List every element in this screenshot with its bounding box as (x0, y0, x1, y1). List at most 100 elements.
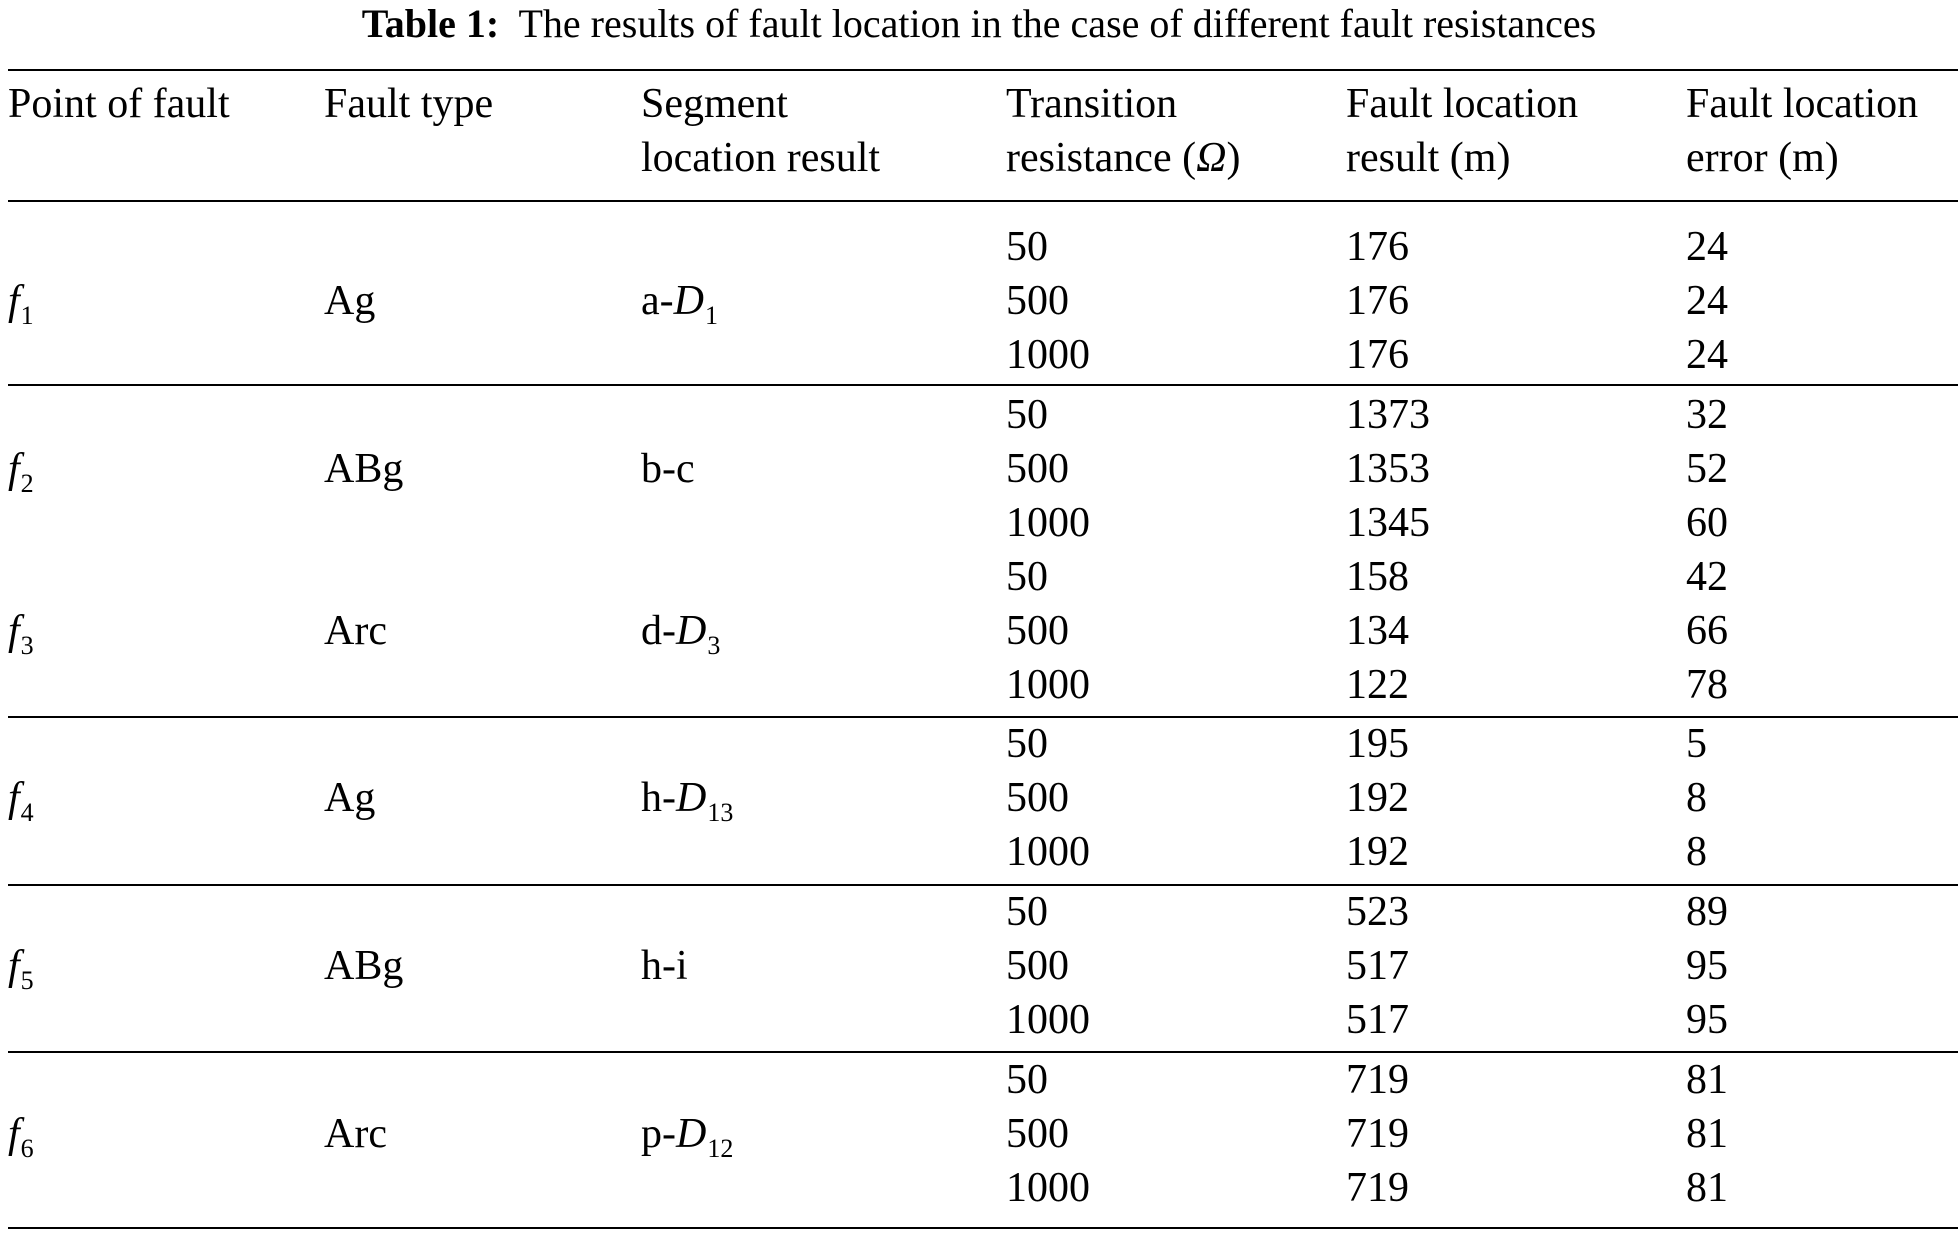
segment-location-cell: b-c (641, 442, 695, 496)
header-segment-line1: Segment (641, 81, 788, 127)
fault-location-error-cell: 24 (1686, 224, 1728, 270)
fault-point-subscript: 1 (20, 301, 34, 331)
fault-location-result-cell: 719 (1346, 1165, 1409, 1212)
fault-location-error-cell: 78 (1686, 662, 1728, 709)
group-separator-rule (8, 884, 1958, 886)
header-resistance-line2: resistance (Ω) (1006, 131, 1240, 185)
transition-resistance-cell: 500 (1006, 446, 1069, 493)
fault-type-cell: ABg (324, 446, 404, 493)
fault-location-error-cell: 24 (1686, 278, 1728, 325)
header-error-line2: error (m) (1686, 135, 1839, 181)
fault-point-cell: f3 (8, 604, 34, 663)
fault-location-result-cell: 192 (1346, 829, 1409, 876)
fault-point-subscript: 5 (20, 966, 34, 996)
table-header-rule (8, 200, 1958, 202)
table-caption-label: Table 1: (361, 1, 500, 46)
fault-location-error-cell: 60 (1686, 500, 1728, 547)
fault-type-cell: Arc (324, 608, 387, 655)
header-type-line1: Fault type (324, 81, 494, 127)
fault-point-symbol: f (8, 278, 20, 325)
segment-location-cell: h-i (641, 939, 688, 993)
header-error-line1: Fault location (1686, 81, 1919, 127)
fault-location-error-cell: 8 (1686, 829, 1707, 876)
fault-point-cell: f4 (8, 771, 34, 830)
fault-point-cell: f1 (8, 274, 34, 333)
header-result-line1: Fault location (1346, 81, 1579, 127)
table-bottom-rule (8, 1227, 1958, 1229)
fault-location-result-cell: 719 (1346, 1057, 1409, 1103)
header-transition-resistance: Transition resistance (Ω) (1006, 77, 1240, 185)
fault-point-symbol: f (8, 446, 20, 493)
fault-location-result-cell: 158 (1346, 554, 1409, 600)
fault-type-cell: Arc (324, 1111, 387, 1158)
transition-resistance-cell: 1000 (1006, 500, 1090, 547)
transition-resistance-cell: 500 (1006, 278, 1069, 325)
segment-subscript: 12 (707, 1134, 734, 1164)
table-caption-text: The results of fault location in the cas… (518, 1, 1597, 46)
fault-location-error-cell: 95 (1686, 997, 1728, 1044)
fault-location-result-cell: 195 (1346, 721, 1409, 767)
segment-prefix: d- (641, 608, 676, 655)
transition-resistance-cell: 500 (1006, 775, 1069, 822)
fault-location-result-cell: 122 (1346, 662, 1409, 709)
transition-resistance-cell: 1000 (1006, 829, 1090, 876)
fault-location-error-cell: 5 (1686, 721, 1707, 767)
fault-location-error-cell: 42 (1686, 554, 1728, 600)
fault-point-symbol: f (8, 943, 20, 990)
transition-resistance-cell: 1000 (1006, 332, 1090, 379)
header-point-line1: Point of fault (8, 81, 230, 127)
fault-point-subscript: 6 (20, 1134, 34, 1164)
header-fault-location-result: Fault location result (m) (1346, 77, 1578, 185)
table-caption: Table 1: The results of fault location i… (0, 2, 1958, 46)
transition-resistance-cell: 50 (1006, 889, 1048, 935)
transition-resistance-cell: 1000 (1006, 997, 1090, 1044)
fault-type-cell: ABg (324, 943, 404, 990)
transition-resistance-cell: 500 (1006, 1111, 1069, 1158)
transition-resistance-cell: 50 (1006, 1057, 1048, 1103)
transition-resistance-cell: 500 (1006, 608, 1069, 655)
fault-location-result-cell: 1345 (1346, 500, 1430, 547)
segment-prefix: b-c (641, 446, 695, 493)
fault-point-cell: f2 (8, 442, 34, 501)
header-fault-type: Fault type (324, 77, 493, 131)
header-resistance-close: ) (1226, 135, 1241, 181)
fault-location-error-cell: 89 (1686, 889, 1728, 935)
fault-location-result-cell: 1373 (1346, 392, 1430, 438)
segment-symbol: D (673, 278, 704, 325)
fault-point-cell: f6 (8, 1107, 34, 1166)
segment-prefix: a- (641, 278, 674, 325)
segment-symbol: D (676, 608, 707, 655)
fault-type-cell: Ag (324, 775, 376, 822)
fault-point-symbol: f (8, 608, 20, 655)
fault-location-error-cell: 81 (1686, 1111, 1728, 1158)
segment-prefix: h-i (641, 943, 688, 990)
transition-resistance-cell: 1000 (1006, 662, 1090, 709)
segment-location-cell: d-D3 (641, 604, 720, 663)
fault-location-error-cell: 52 (1686, 446, 1728, 493)
header-resistance-unit: Ω (1196, 135, 1227, 181)
segment-subscript: 1 (704, 301, 718, 331)
fault-location-result-cell: 517 (1346, 943, 1409, 990)
header-segment-location-result: Segment location result (641, 77, 880, 185)
segment-subscript: 13 (707, 798, 734, 828)
fault-location-result-cell: 523 (1346, 889, 1409, 935)
segment-location-cell: a-D1 (641, 274, 718, 333)
segment-prefix: h- (641, 775, 676, 822)
fault-location-result-cell: 1353 (1346, 446, 1430, 493)
segment-location-cell: p-D12 (641, 1107, 733, 1166)
fault-point-symbol: f (8, 775, 20, 822)
segment-symbol: D (676, 775, 707, 822)
fault-point-subscript: 2 (20, 469, 34, 499)
transition-resistance-cell: 50 (1006, 554, 1048, 600)
transition-resistance-cell: 50 (1006, 224, 1048, 270)
header-segment-line2: location result (641, 135, 881, 181)
transition-resistance-cell: 1000 (1006, 1165, 1090, 1212)
transition-resistance-cell: 50 (1006, 721, 1048, 767)
fault-location-result-cell: 176 (1346, 224, 1409, 270)
transition-resistance-cell: 500 (1006, 943, 1069, 990)
fault-location-result-cell: 176 (1346, 332, 1409, 379)
fault-location-error-cell: 81 (1686, 1057, 1728, 1103)
fault-location-error-cell: 95 (1686, 943, 1728, 990)
group-separator-rule (8, 716, 1958, 718)
fault-location-result-cell: 719 (1346, 1111, 1409, 1158)
